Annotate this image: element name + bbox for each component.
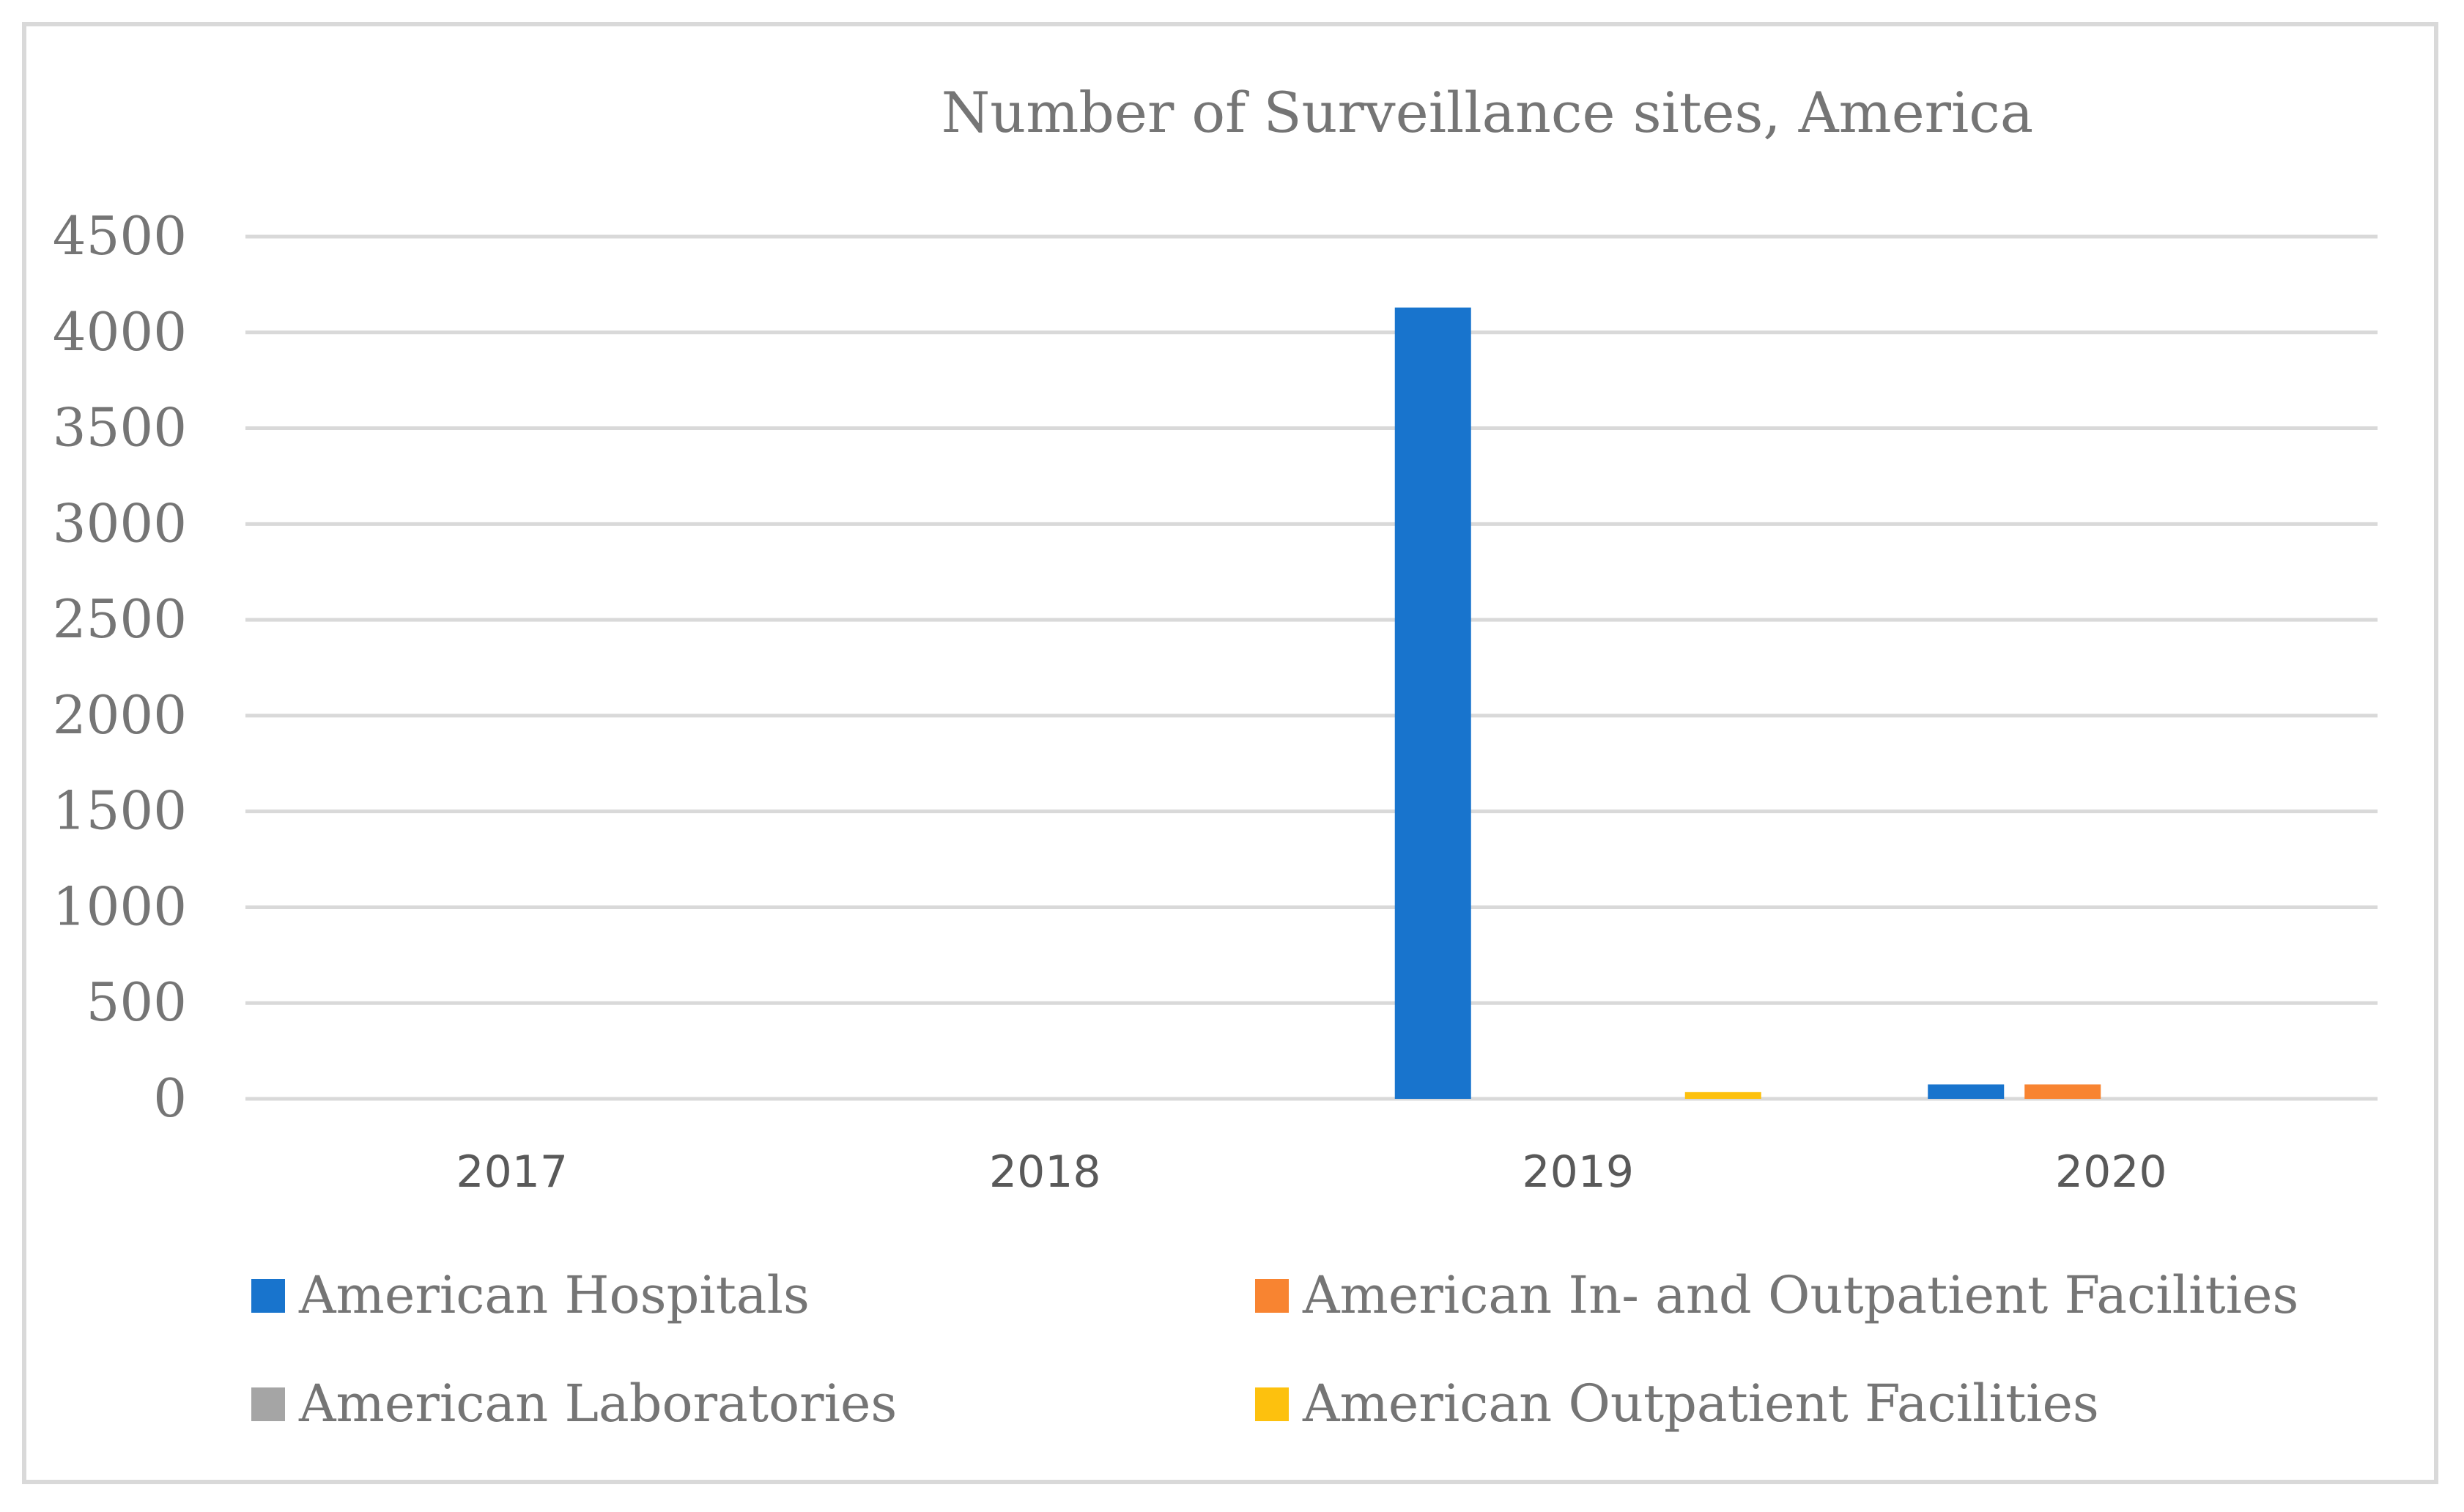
chart-frame [22,22,2438,1484]
x-tick-label: 2017 [456,1146,568,1198]
bars [1394,307,2101,1100]
bar-american-in-and-outpatient-facilities-2020 [2024,1084,2101,1099]
bar-american-hospitals-2019 [1394,307,1471,1100]
y-tick-label: 2500 [53,588,187,650]
y-tick-label: 4000 [53,301,187,363]
y-tick-label: 1000 [53,875,187,937]
legend-swatch [1255,1387,1289,1421]
legend-swatch [1255,1279,1289,1313]
legend-item: American In- and Outpatient Facilities [1255,1265,2298,1325]
x-tick-label: 2020 [2055,1146,2167,1198]
legend-label: American In- and Outpatient Facilities [1302,1265,2298,1325]
x-tick-label: 2019 [1522,1146,1634,1198]
legend-label: American Outpatient Facilities [1302,1374,2099,1434]
bar-american-outpatient-facilities-2019 [1684,1092,1761,1099]
legend-item: American Hospitals [251,1265,810,1325]
y-tick-label: 3000 [53,492,187,554]
y-tick-label: 0 [153,1067,187,1129]
x-tick-label: 2018 [989,1146,1101,1198]
y-tick-label: 4500 [53,205,187,267]
y-axis-ticks: 0 500 1000 1500 2000 2500 3000 3500 4000 4500 [53,205,187,1129]
y-tick-label: 500 [86,971,187,1033]
y-tick-label: 1500 [53,780,187,842]
y-tick-label: 2000 [53,684,187,746]
legend-label: American Laboratories [298,1374,897,1434]
legend-item: American Outpatient Facilities [1255,1374,2099,1434]
bar-american-hospitals-2020 [1928,1084,2005,1099]
y-tick-label: 3500 [53,397,187,459]
legend-label: American Hospitals [298,1265,810,1325]
gridlines [245,234,2378,1101]
legend-swatch [251,1387,285,1421]
legend-item: American Laboratories [251,1374,897,1434]
x-axis-ticks: 2017 2018 2019 2020 [456,1146,2167,1198]
legend-swatch [251,1279,285,1313]
chart-title: Number of Surveillance sites, America [941,80,2033,145]
legend: American Hospitals American In- and Outpa… [251,1265,2298,1434]
